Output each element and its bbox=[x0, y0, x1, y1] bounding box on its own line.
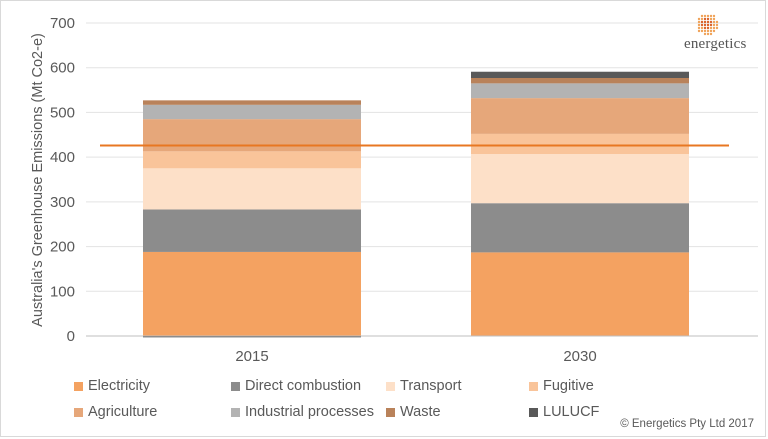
legend: Electricity Direct combustion Transport Fug… bbox=[74, 378, 634, 428]
legend-swatch bbox=[529, 407, 538, 417]
y-tick-label: 700 bbox=[50, 15, 75, 32]
legend-item: Electricity bbox=[74, 378, 150, 394]
legend-item: Industrial processes bbox=[231, 404, 374, 420]
legend-swatch bbox=[386, 407, 395, 417]
x-axis-ticks: 2015 2030 bbox=[235, 348, 596, 365]
y-tick-label: 300 bbox=[50, 194, 75, 211]
bars bbox=[143, 71, 689, 338]
bar-segment bbox=[471, 252, 689, 336]
legend-swatch bbox=[74, 407, 83, 417]
bar-segment bbox=[471, 154, 689, 204]
bar-segment bbox=[143, 151, 361, 169]
y-tick-label: 100 bbox=[50, 283, 75, 300]
bar-segment bbox=[471, 203, 689, 253]
copyright-text: © Energetics Pty Ltd 2017 bbox=[620, 418, 754, 430]
bar-segment bbox=[471, 133, 689, 155]
legend-item: LULUCF bbox=[529, 404, 599, 420]
logo-dots-icon bbox=[697, 14, 719, 36]
bar-segment bbox=[143, 251, 361, 336]
bar-segment bbox=[143, 209, 361, 252]
y-tick-label: 0 bbox=[67, 328, 75, 345]
legend-label: Electricity bbox=[88, 378, 151, 394]
y-tick-label: 200 bbox=[50, 239, 75, 256]
legend-swatch bbox=[231, 381, 240, 391]
bar-segment bbox=[143, 104, 361, 120]
logo-text: energetics bbox=[684, 36, 747, 52]
legend-label: Waste bbox=[400, 404, 441, 420]
legend-swatch bbox=[386, 381, 395, 391]
legend-label: LULUCF bbox=[543, 404, 600, 420]
y-axis-ticks: 0 100 200 300 400 500 600 700 bbox=[50, 15, 75, 345]
bar-segment bbox=[143, 168, 361, 210]
legend-swatch bbox=[231, 407, 240, 417]
y-tick-label: 400 bbox=[50, 149, 75, 166]
y-tick-label: 600 bbox=[50, 60, 75, 77]
x-tick-label: 2030 bbox=[563, 348, 596, 365]
legend-item: Waste bbox=[386, 404, 441, 420]
legend-item: Fugitive bbox=[529, 378, 594, 394]
bar-segment bbox=[143, 100, 361, 105]
y-axis-label: Australia's Greenhouse Emissions (Mt Co2… bbox=[30, 33, 46, 327]
legend-label: Direct combustion bbox=[245, 378, 362, 394]
bar-segment bbox=[471, 71, 689, 78]
bar-segment bbox=[471, 98, 689, 134]
x-tick-label: 2015 bbox=[235, 348, 268, 365]
y-tick-label: 500 bbox=[50, 104, 75, 121]
legend-item: Agriculture bbox=[74, 404, 157, 420]
legend-label: Transport bbox=[400, 378, 462, 394]
legend-swatch bbox=[74, 381, 83, 391]
legend-item: Transport bbox=[386, 378, 462, 394]
bar-segment bbox=[471, 83, 689, 99]
legend-label: Agriculture bbox=[88, 404, 158, 420]
legend-item: Direct combustion bbox=[231, 378, 361, 394]
legend-label: Fugitive bbox=[543, 378, 594, 394]
legend-label: Industrial processes bbox=[245, 404, 374, 420]
legend-swatch bbox=[529, 381, 538, 391]
energetics-logo: energetics bbox=[684, 12, 754, 62]
bar-segment bbox=[471, 77, 689, 84]
bar-segment bbox=[143, 336, 361, 338]
